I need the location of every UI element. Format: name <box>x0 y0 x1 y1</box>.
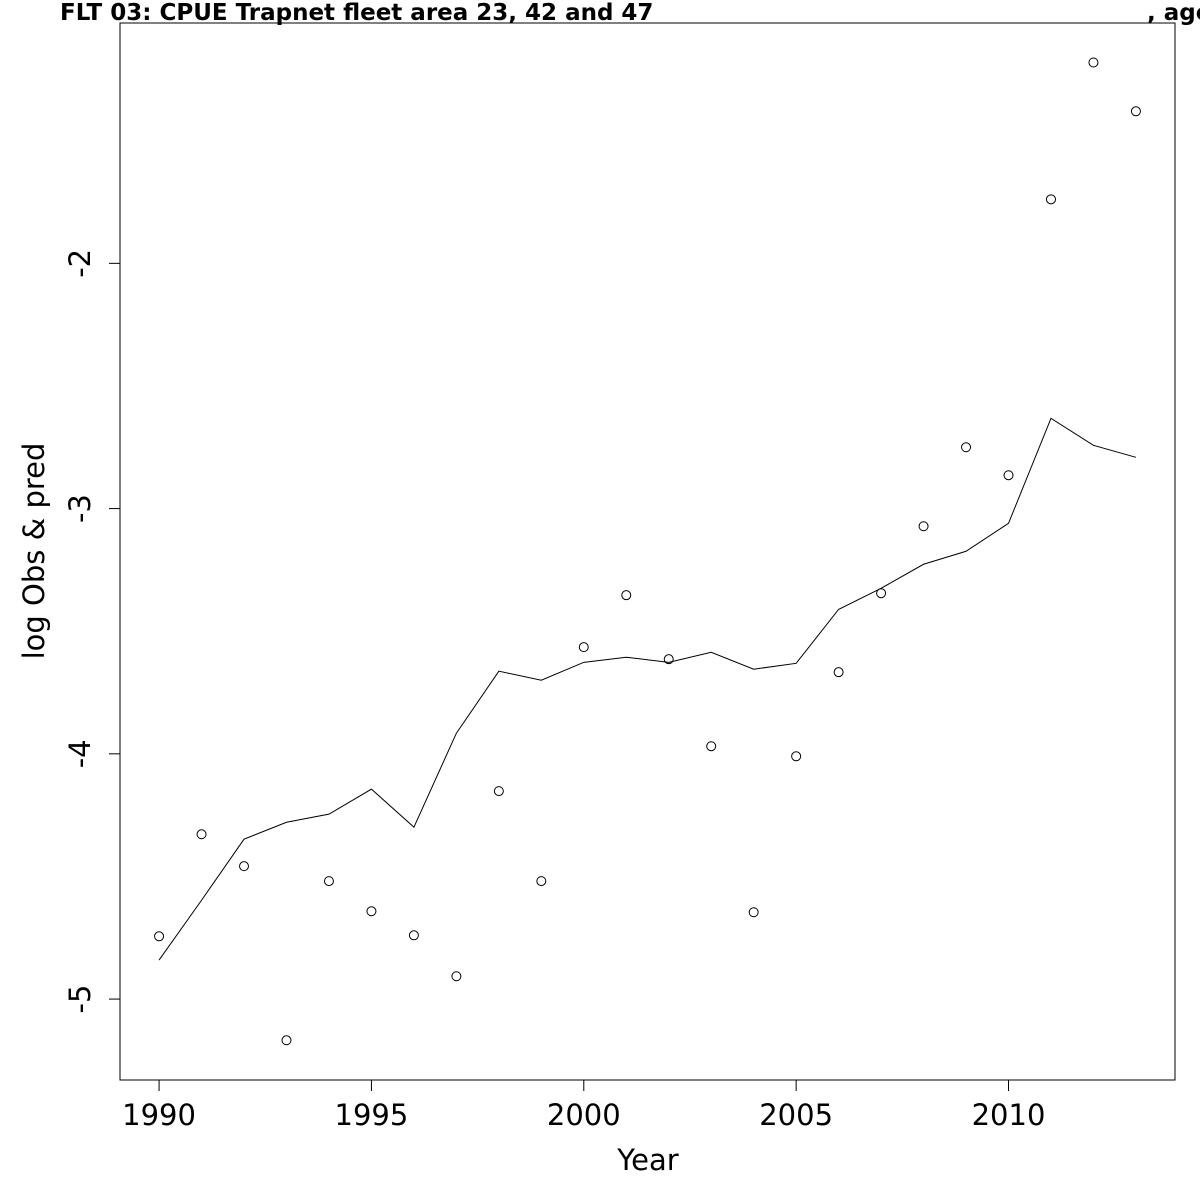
data-point <box>748 907 759 918</box>
x-tick-label: 2000 <box>547 1098 621 1132</box>
x-tick-label: 2005 <box>759 1098 833 1132</box>
chart-title-right: , age <box>1147 0 1200 26</box>
x-tick-label: 1995 <box>335 1098 409 1132</box>
data-line <box>158 417 1137 961</box>
data-point <box>493 786 504 797</box>
data-point <box>451 971 462 982</box>
chart-title: FLT 03: CPUE Trapnet fleet area 23, 42 a… <box>60 0 653 26</box>
plot-box <box>119 22 1176 1081</box>
y-tick-label: -3 <box>63 494 97 523</box>
data-point <box>578 642 589 653</box>
x-tick-label: 1990 <box>122 1098 196 1132</box>
data-point <box>281 1035 292 1046</box>
data-point <box>706 741 717 752</box>
y-axis-label: log Obs & pred <box>17 443 51 660</box>
data-point <box>154 931 165 942</box>
data-point <box>833 667 844 678</box>
data-point <box>663 654 674 665</box>
data-point <box>918 521 929 532</box>
data-point <box>239 861 250 872</box>
data-point <box>791 751 802 762</box>
y-tick-label: -2 <box>63 249 97 278</box>
data-point <box>323 876 334 887</box>
data-point <box>1130 106 1141 117</box>
data-point <box>536 876 547 887</box>
y-tick-label: -5 <box>63 985 97 1014</box>
data-point <box>621 590 632 601</box>
data-point <box>196 829 207 840</box>
data-point <box>1088 57 1099 68</box>
y-tick-label: -4 <box>63 739 97 768</box>
data-point <box>366 906 377 917</box>
data-point <box>408 930 419 941</box>
data-point <box>1045 194 1056 205</box>
x-tick-label: 2010 <box>972 1098 1046 1132</box>
x-axis-label: Year <box>616 1143 678 1177</box>
data-point <box>1003 470 1014 481</box>
data-point <box>961 442 972 453</box>
